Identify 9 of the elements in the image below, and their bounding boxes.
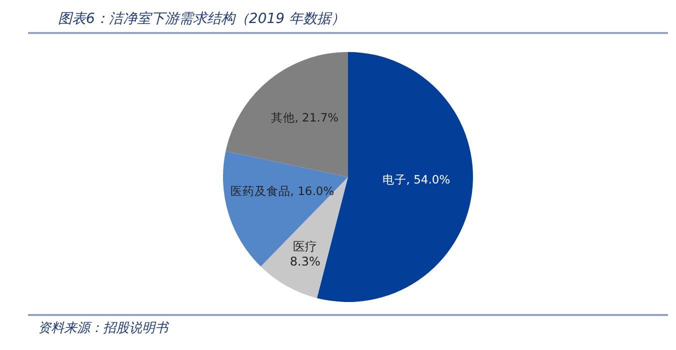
slice-label: 医疗 xyxy=(293,239,318,254)
data-label: 8.3% xyxy=(290,254,320,268)
slice-label: 医药及食品, 16.0% xyxy=(230,184,334,198)
chart-title: 图表6：洁净室下游需求结构（2019 年数据） xyxy=(28,8,668,34)
pie-slice xyxy=(226,52,348,177)
slice-label: 其他, 21.7% xyxy=(270,110,339,125)
slice-label: 电子, 54.0% xyxy=(382,172,450,187)
text: 资料来源：招股说明书 xyxy=(38,320,170,337)
pie-slice xyxy=(223,151,348,266)
